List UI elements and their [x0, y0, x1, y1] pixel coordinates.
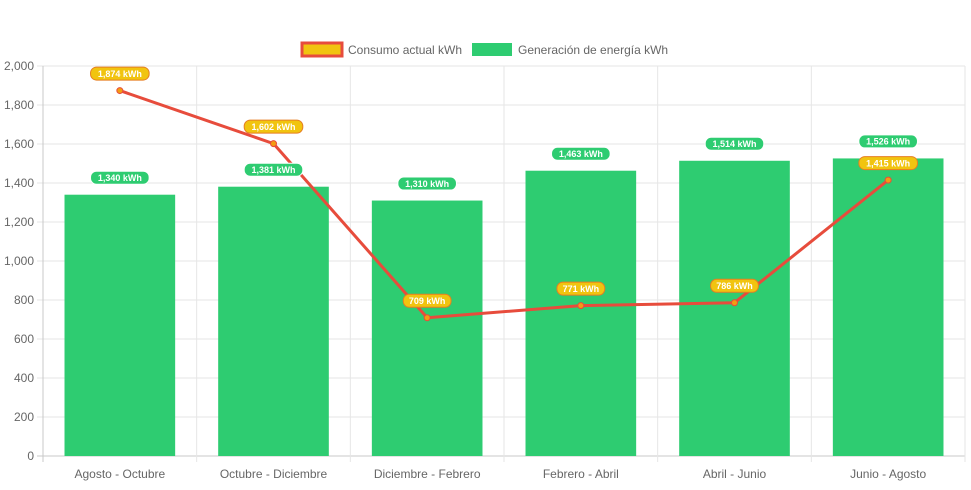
data-label-generacion-text: 1,526 kWh	[866, 137, 910, 147]
data-label-generacion: 1,340 kWh	[90, 170, 150, 185]
y-tick-label: 400	[14, 371, 34, 385]
data-label-consumo-text: 709 kWh	[409, 296, 446, 306]
legend-label-generacion: Generación de energía kWh	[518, 43, 668, 57]
data-label-generacion-text: 1,340 kWh	[98, 173, 142, 183]
legend-swatch-consumo	[300, 41, 344, 58]
point-consumo[interactable]	[577, 302, 585, 310]
data-label-consumo-bg	[556, 281, 606, 296]
axis-layer: 0 200 400 600 800 1,000 1,200 1,400 1,600 1,800 2,…	[4, 59, 927, 481]
data-label-generacion-bg	[397, 176, 457, 191]
data-label-layer: 1,340 kWh 1,381 kWh 1,310 kWh 1,463 kWh 1,51…	[90, 66, 918, 308]
y-tick-label: 1,200	[4, 215, 34, 229]
x-tick-label: Octubre - Diciembre	[220, 467, 328, 481]
data-label-generacion-text: 1,514 kWh	[712, 139, 756, 149]
grid-layer	[37, 65, 966, 462]
data-label-generacion-bg	[243, 162, 304, 177]
legend-item-consumo[interactable]: Consumo actual kWh	[300, 41, 462, 58]
bar-generacion[interactable]	[679, 160, 790, 456]
data-label-consumo: 786 kWh	[710, 278, 759, 293]
data-label-generacion: 1,381 kWh	[243, 162, 304, 177]
data-label-consumo: 1,415 kWh	[858, 156, 918, 171]
data-label-generacion-text: 1,381 kWh	[251, 165, 295, 175]
bar-generacion[interactable]	[525, 170, 637, 456]
data-label-consumo-text: 1,602 kWh	[251, 122, 295, 132]
legend[interactable]: Consumo actual kWh Generación de energía…	[300, 41, 668, 58]
data-label-generacion: 1,526 kWh	[858, 134, 918, 149]
y-tick-label: 800	[14, 293, 34, 307]
data-label-consumo-text: 1,874 kWh	[98, 69, 142, 79]
y-tick-label: 2,000	[4, 59, 34, 73]
point-consumo[interactable]	[116, 87, 124, 95]
data-label-consumo-bg	[90, 66, 150, 81]
y-tick-label: 1,400	[4, 176, 34, 190]
data-label-generacion: 1,514 kWh	[704, 136, 765, 151]
data-label-consumo-text: 1,415 kWh	[866, 158, 910, 168]
legend-item-generacion[interactable]: Generación de energía kWh	[472, 43, 668, 57]
data-label-consumo-text: 771 kWh	[563, 284, 600, 294]
y-tick-label: 1,800	[4, 98, 34, 112]
y-tick-label: 600	[14, 332, 34, 346]
point-consumo[interactable]	[884, 176, 892, 184]
data-label-consumo: 709 kWh	[402, 293, 452, 308]
y-tick-label: 1,000	[4, 254, 34, 268]
bar-generacion[interactable]	[832, 158, 944, 456]
data-label-consumo-text: 786 kWh	[716, 281, 753, 291]
x-tick-label: Junio - Agosto	[850, 467, 926, 481]
data-label-generacion-bg	[551, 146, 611, 161]
data-label-consumo: 771 kWh	[556, 281, 606, 296]
point-consumo[interactable]	[731, 299, 738, 307]
legend-swatch-generacion	[472, 43, 512, 56]
data-label-generacion: 1,463 kWh	[551, 146, 611, 161]
y-tick-label: 200	[14, 410, 34, 424]
x-tick-label: Febrero - Abril	[543, 467, 619, 481]
x-tick-label: Abril - Junio	[703, 467, 767, 481]
bar-generacion[interactable]	[218, 186, 329, 456]
data-label-generacion-bg	[858, 134, 918, 149]
data-label-generacion-text: 1,463 kWh	[559, 149, 603, 159]
data-label-generacion-bg	[704, 136, 765, 151]
data-label-consumo: 1,602 kWh	[243, 119, 304, 134]
data-label-generacion-text: 1,310 kWh	[405, 179, 449, 189]
data-label-consumo-bg	[243, 119, 304, 134]
legend-label-consumo: Consumo actual kWh	[348, 43, 462, 57]
bar-generacion[interactable]	[371, 200, 483, 456]
x-tick-label: Agosto - Octubre	[74, 467, 165, 481]
data-label-generacion-bg	[90, 170, 150, 185]
bar-generacion[interactable]	[64, 194, 176, 456]
data-label-consumo: 1,874 kWh	[90, 66, 150, 81]
y-tick-label: 0	[27, 449, 34, 463]
line-layer	[116, 87, 892, 322]
y-tick-label: 1,600	[4, 137, 34, 151]
point-consumo[interactable]	[270, 140, 277, 148]
data-label-consumo-bg	[710, 278, 759, 293]
data-label-consumo-bg	[402, 293, 452, 308]
data-label-consumo-bg	[858, 156, 918, 171]
point-consumo[interactable]	[423, 314, 431, 322]
line-consumo	[119, 89, 890, 320]
x-tick-label: Diciembre - Febrero	[374, 467, 481, 481]
data-label-generacion: 1,310 kWh	[397, 176, 457, 191]
